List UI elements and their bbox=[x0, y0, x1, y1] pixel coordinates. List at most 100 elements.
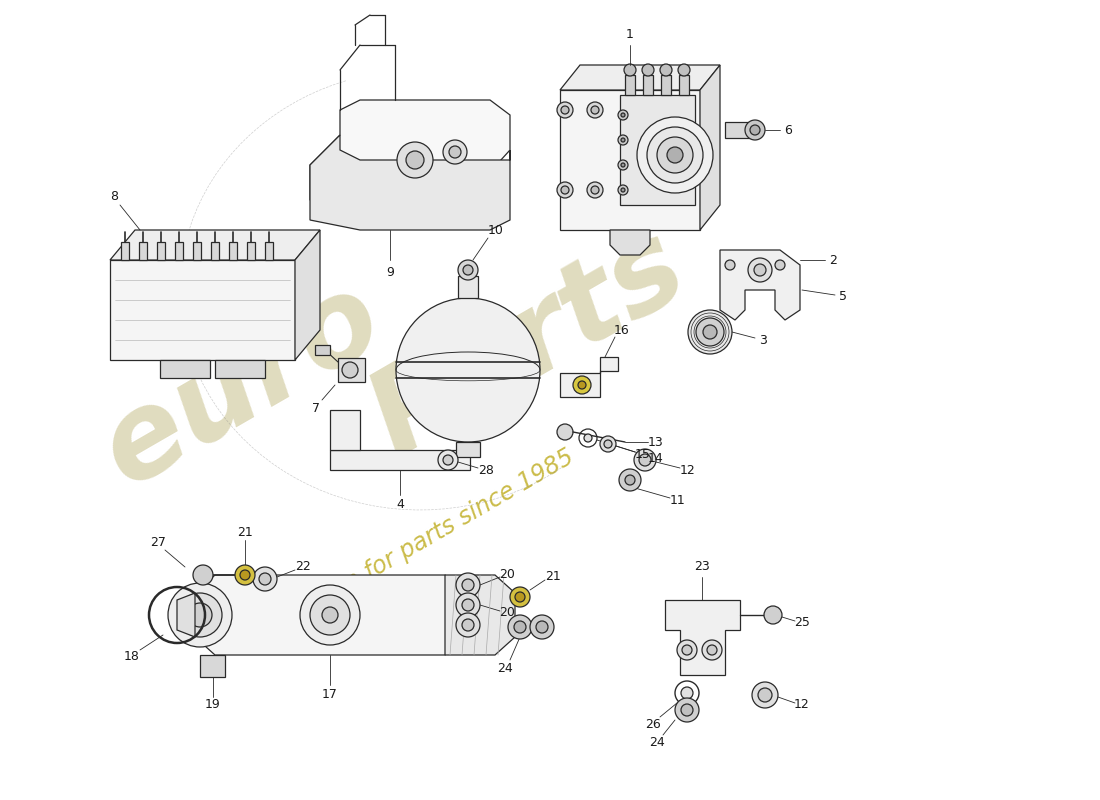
Text: 28: 28 bbox=[478, 463, 494, 477]
Circle shape bbox=[681, 687, 693, 699]
Circle shape bbox=[557, 102, 573, 118]
Circle shape bbox=[462, 619, 474, 631]
Circle shape bbox=[458, 260, 478, 280]
Circle shape bbox=[578, 381, 586, 389]
Text: 20: 20 bbox=[499, 606, 515, 619]
Circle shape bbox=[462, 579, 474, 591]
Circle shape bbox=[600, 436, 616, 452]
Circle shape bbox=[625, 475, 635, 485]
Circle shape bbox=[449, 146, 461, 158]
Text: 18: 18 bbox=[124, 650, 140, 663]
Circle shape bbox=[681, 704, 693, 716]
Circle shape bbox=[688, 310, 732, 354]
Polygon shape bbox=[175, 242, 183, 260]
Polygon shape bbox=[139, 242, 147, 260]
Text: 16: 16 bbox=[614, 323, 630, 337]
Circle shape bbox=[573, 376, 591, 394]
Polygon shape bbox=[679, 75, 689, 95]
Circle shape bbox=[443, 455, 453, 465]
Polygon shape bbox=[160, 360, 210, 378]
Polygon shape bbox=[330, 410, 360, 450]
Circle shape bbox=[667, 147, 683, 163]
Polygon shape bbox=[295, 230, 320, 360]
Polygon shape bbox=[458, 276, 478, 298]
Circle shape bbox=[235, 565, 255, 585]
Circle shape bbox=[752, 682, 778, 708]
Circle shape bbox=[621, 188, 625, 192]
Polygon shape bbox=[310, 135, 510, 230]
Polygon shape bbox=[700, 65, 720, 230]
Polygon shape bbox=[446, 575, 515, 655]
Polygon shape bbox=[560, 357, 618, 397]
Polygon shape bbox=[229, 242, 236, 260]
Circle shape bbox=[456, 593, 480, 617]
Polygon shape bbox=[330, 450, 470, 470]
Circle shape bbox=[642, 64, 654, 76]
Text: 12: 12 bbox=[680, 463, 696, 477]
Polygon shape bbox=[725, 122, 750, 138]
Circle shape bbox=[618, 185, 628, 195]
Circle shape bbox=[463, 265, 473, 275]
Circle shape bbox=[776, 260, 785, 270]
Circle shape bbox=[675, 698, 698, 722]
Circle shape bbox=[188, 603, 212, 627]
Text: Parts: Parts bbox=[351, 208, 705, 480]
Text: 6: 6 bbox=[784, 123, 792, 137]
Circle shape bbox=[702, 640, 722, 660]
Circle shape bbox=[624, 64, 636, 76]
Text: 5: 5 bbox=[839, 290, 847, 303]
Circle shape bbox=[621, 163, 625, 167]
Text: 12: 12 bbox=[794, 698, 810, 711]
Circle shape bbox=[678, 64, 690, 76]
Text: euro: euro bbox=[81, 258, 403, 510]
Text: 15: 15 bbox=[635, 447, 651, 461]
Circle shape bbox=[660, 64, 672, 76]
Circle shape bbox=[300, 585, 360, 645]
Circle shape bbox=[557, 424, 573, 440]
Polygon shape bbox=[157, 242, 165, 260]
Circle shape bbox=[618, 110, 628, 120]
Circle shape bbox=[587, 182, 603, 198]
Polygon shape bbox=[310, 100, 510, 220]
Circle shape bbox=[178, 593, 222, 637]
Circle shape bbox=[168, 583, 232, 647]
Circle shape bbox=[514, 621, 526, 633]
Text: a passion for parts since 1985: a passion for parts since 1985 bbox=[257, 444, 579, 644]
Polygon shape bbox=[200, 655, 225, 677]
Polygon shape bbox=[248, 242, 255, 260]
Circle shape bbox=[618, 135, 628, 145]
Circle shape bbox=[604, 440, 612, 448]
Circle shape bbox=[258, 573, 271, 585]
Circle shape bbox=[591, 186, 600, 194]
Circle shape bbox=[657, 137, 693, 173]
Circle shape bbox=[443, 140, 468, 164]
Polygon shape bbox=[560, 90, 700, 230]
Circle shape bbox=[456, 573, 480, 597]
Text: 24: 24 bbox=[649, 737, 664, 750]
Text: 11: 11 bbox=[670, 494, 686, 506]
Circle shape bbox=[510, 587, 530, 607]
Text: 13: 13 bbox=[648, 435, 664, 449]
Circle shape bbox=[707, 645, 717, 655]
Polygon shape bbox=[110, 230, 320, 260]
Circle shape bbox=[561, 106, 569, 114]
Text: 9: 9 bbox=[386, 266, 394, 278]
Polygon shape bbox=[661, 75, 671, 95]
Text: 10: 10 bbox=[488, 223, 504, 237]
Polygon shape bbox=[620, 95, 695, 205]
Text: 23: 23 bbox=[694, 561, 710, 574]
Circle shape bbox=[764, 606, 782, 624]
Polygon shape bbox=[265, 242, 273, 260]
Circle shape bbox=[515, 592, 525, 602]
Circle shape bbox=[192, 565, 213, 585]
Circle shape bbox=[591, 106, 600, 114]
Circle shape bbox=[750, 125, 760, 135]
Circle shape bbox=[621, 113, 625, 117]
Text: 8: 8 bbox=[110, 190, 118, 203]
Circle shape bbox=[530, 615, 554, 639]
Polygon shape bbox=[644, 75, 653, 95]
Circle shape bbox=[703, 325, 717, 339]
Circle shape bbox=[647, 127, 703, 183]
Circle shape bbox=[253, 567, 277, 591]
Circle shape bbox=[618, 160, 628, 170]
